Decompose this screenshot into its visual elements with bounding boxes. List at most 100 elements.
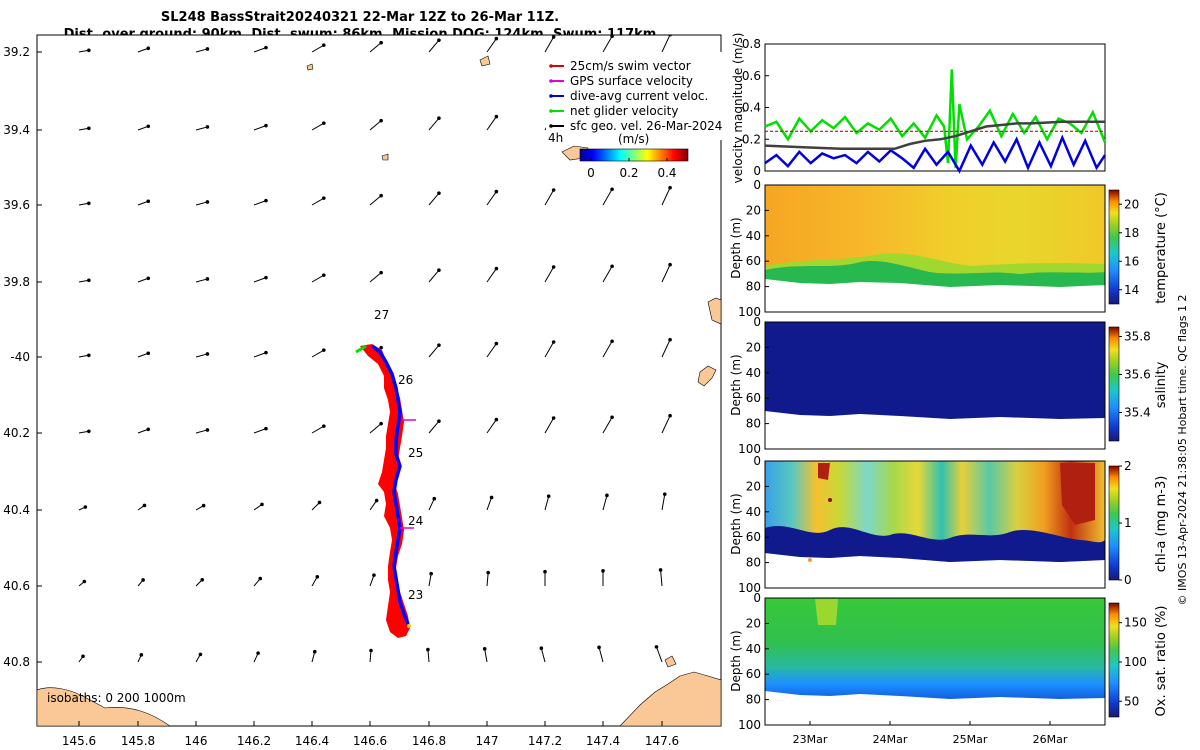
current-arrow <box>544 36 555 53</box>
current-arrow <box>195 353 208 358</box>
day-label: 23 <box>408 588 423 602</box>
legend-label: sfc geo. vel. 26-Mar-2024 <box>570 119 722 133</box>
current-arrow <box>369 272 382 283</box>
current-arrow-head <box>260 502 264 507</box>
glider-track <box>355 344 416 638</box>
day-label: 27 <box>374 308 389 322</box>
map-colorbar: 4h (m/s) 0 0.2 0.4 <box>548 131 689 180</box>
map-xtick-label: 146.8 <box>412 734 446 748</box>
current-arrow <box>428 420 440 434</box>
current-arrow <box>311 122 325 131</box>
current-arrow-head <box>494 417 499 422</box>
current-arrow-head <box>264 275 268 280</box>
cbar-label: chl-a (mg m-3) <box>1154 476 1169 573</box>
current-arrow <box>369 650 372 663</box>
current-arrow <box>369 42 382 53</box>
map-xtick-label: 147.6 <box>645 734 679 748</box>
section-ytick-label: 60 <box>746 530 761 544</box>
map-ytick-label: -40 <box>10 350 30 364</box>
current-arrow-head <box>205 125 210 129</box>
current-arrow <box>253 125 267 131</box>
section-ytick-label: 20 <box>746 616 761 630</box>
current-arrow-head <box>374 498 379 503</box>
legend-label: dive-avg current veloc. <box>570 89 708 103</box>
cbar-tick-label: 16 <box>1124 254 1139 268</box>
current-arrow-head <box>489 495 494 500</box>
current-arrow <box>661 494 666 511</box>
current-arrow-head <box>610 339 614 344</box>
current-arrow <box>253 352 267 358</box>
legend-label: net glider velocity <box>570 104 678 118</box>
current-arrow-head <box>379 118 383 123</box>
current-arrow-head <box>668 262 672 267</box>
series-sfc-geo-vel-26-mar-2024 <box>764 120 1105 151</box>
cbar-tick-label: 1 <box>1124 516 1132 530</box>
current-arrow-head <box>83 505 88 509</box>
legend-swatch-head <box>549 64 553 68</box>
section-ylabel: Depth (m) <box>729 630 743 691</box>
current-arrow-head <box>264 45 268 50</box>
cbar-tick-label: 150 <box>1124 616 1147 630</box>
current-arrow-head <box>658 568 663 572</box>
chla-colorbar <box>1108 465 1120 581</box>
chla-dot-2 <box>808 558 812 562</box>
map-ytick-label: 40.4 <box>3 503 30 517</box>
current-arrow-head <box>200 577 205 582</box>
current-arrow-head <box>551 35 556 39</box>
section-ytick-label: 0 <box>753 178 761 192</box>
current-arrow-head <box>82 579 87 584</box>
section-ytick-label: 40 <box>746 642 761 656</box>
temp-bottom-layer <box>765 260 1105 287</box>
current-arrow-head <box>139 653 144 657</box>
ox-frame <box>764 597 1106 726</box>
current-arrow-head <box>605 493 609 498</box>
vel-ytick-label: 0 <box>753 164 761 178</box>
track-green-start <box>355 344 367 354</box>
chla-bottom-layer <box>765 526 1105 562</box>
current-arrow <box>195 48 208 53</box>
section-ylabel: Depth (m) <box>729 217 743 278</box>
current-arrow-head <box>372 573 376 577</box>
current-arrow-head <box>87 353 91 358</box>
legend-label: GPS surface velocity <box>570 74 693 88</box>
current-arrow-head <box>494 266 499 271</box>
cbar-tick-label: 2 <box>1124 459 1132 473</box>
chla-frame <box>764 460 1106 589</box>
current-arrow <box>602 495 608 511</box>
series-dive-avg-current-veloc- <box>764 134 1107 174</box>
current-arrow-head <box>494 36 499 41</box>
current-arrow-head <box>146 46 151 51</box>
section-ytick-label: 100 <box>738 442 761 456</box>
map-axes: 145.6 145.8 146 146.2 146.4 146.6 146.8 147 147.… <box>3 45 679 748</box>
current-arrow-head <box>426 647 430 652</box>
map-xtick-label: 146.6 <box>353 734 387 748</box>
current-arrow-head <box>654 645 659 649</box>
current-arrow-head <box>432 496 437 501</box>
ox-colorbar <box>1108 602 1120 718</box>
current-arrow-head <box>668 35 672 37</box>
current-arrow-head <box>429 571 433 576</box>
legend-swatch-head <box>549 109 553 113</box>
current-arrow-head <box>539 646 544 651</box>
cbar-tick-label: 35.4 <box>1124 406 1151 420</box>
section-ylabel: Depth (m) <box>729 354 743 415</box>
current-arrow <box>486 343 497 358</box>
section-ytick-label: 100 <box>738 718 761 732</box>
legend-swatch-head <box>549 124 553 128</box>
current-arrow <box>369 120 382 131</box>
current-arrow <box>137 352 149 358</box>
cbar-tick-label: 35.6 <box>1124 368 1151 382</box>
current-arrow-head <box>264 426 268 431</box>
velocity-frame <box>764 43 1106 172</box>
current-arrow <box>544 341 555 358</box>
current-arrow-head <box>141 578 145 582</box>
section-xtick-label: 25Mar <box>953 733 988 746</box>
current-arrow-head <box>146 276 151 281</box>
cbar-tick-label: 100 <box>1124 655 1147 669</box>
current-arrow-head <box>379 345 383 350</box>
current-arrow-head <box>146 199 151 204</box>
cbar-tick-label: 0 <box>1124 573 1132 587</box>
footer-credit: © IMOS 13-Apr-2024 21:38:05 Hobart time.… <box>1176 295 1189 606</box>
land-islet-4 <box>664 655 677 668</box>
